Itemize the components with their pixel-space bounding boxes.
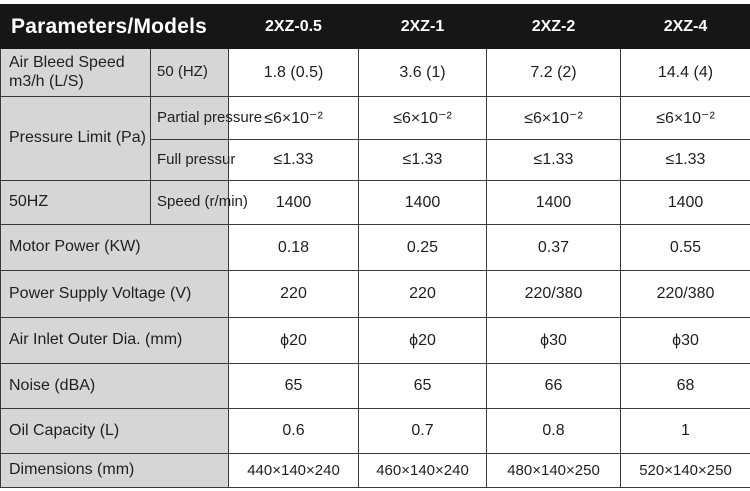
value-cell: 3.6 (1): [359, 49, 487, 97]
value-cell: ≤6×10⁻²: [621, 97, 750, 140]
value-cell: 1.8 (0.5): [229, 49, 359, 97]
value-cell: 1400: [359, 181, 487, 225]
value-cell: 0.55: [621, 225, 750, 271]
value-cell: ≤1.33: [229, 140, 359, 181]
table-title: Parameters/Models: [1, 5, 229, 49]
row-label: Power Supply Voltage (V): [1, 271, 229, 318]
header-row: Parameters/Models 2XZ-0.5 2XZ-1 2XZ-2 2X…: [1, 5, 750, 49]
model-header-2xz-0-5: 2XZ-0.5: [229, 5, 359, 49]
row-air-inlet-outer-dia: Air Inlet Outer Dia. (mm) ϕ20 ϕ20 ϕ30 ϕ3…: [1, 318, 750, 364]
row-power-supply-voltage: Power Supply Voltage (V) 220 220 220/380…: [1, 271, 750, 318]
value-cell: ≤6×10⁻²: [487, 97, 621, 140]
value-cell: 220/380: [487, 271, 621, 318]
value-cell: 520×140×250: [621, 454, 750, 488]
value-cell: ≤6×10⁻²: [359, 97, 487, 140]
model-header-2xz-2: 2XZ-2: [487, 5, 621, 49]
value-cell: 7.2 (2): [487, 49, 621, 97]
value-cell: 440×140×240: [229, 454, 359, 488]
value-cell: 0.25: [359, 225, 487, 271]
spec-table: Parameters/Models 2XZ-0.5 2XZ-1 2XZ-2 2X…: [0, 4, 750, 488]
value-cell: 66: [487, 364, 621, 409]
sub-label: Speed (r/min): [151, 181, 229, 225]
value-cell: 65: [359, 364, 487, 409]
row-label: Dimensions (mm): [1, 454, 229, 488]
value-cell: ϕ20: [229, 318, 359, 364]
value-cell: 0.6: [229, 409, 359, 454]
value-cell: 0.37: [487, 225, 621, 271]
value-cell: 220/380: [621, 271, 750, 318]
value-cell: 1400: [229, 181, 359, 225]
model-header-2xz-4: 2XZ-4: [621, 5, 750, 49]
row-air-bleed-speed: Air Bleed Speed m3/h (L/S) 50 (HZ) 1.8 (…: [1, 49, 750, 97]
row-noise: Noise (dBA) 65 65 66 68: [1, 364, 750, 409]
model-header-2xz-1: 2XZ-1: [359, 5, 487, 49]
value-cell: 0.18: [229, 225, 359, 271]
row-label: Air Bleed Speed m3/h (L/S): [1, 49, 151, 97]
row-label: Motor Power (KW): [1, 225, 229, 271]
value-cell: ϕ20: [359, 318, 487, 364]
value-cell: 220: [359, 271, 487, 318]
sub-label: Full pressur: [151, 140, 229, 181]
value-cell: ≤1.33: [621, 140, 750, 181]
sub-label: 50 (HZ): [151, 49, 229, 97]
value-cell: ≤1.33: [487, 140, 621, 181]
row-pressure-limit-partial: Pressure Limit (Pa) Partial pressure ≤6×…: [1, 97, 750, 140]
value-cell: 14.4 (4): [621, 49, 750, 97]
value-cell: 480×140×250: [487, 454, 621, 488]
value-cell: 65: [229, 364, 359, 409]
row-label: Oil Capacity (L): [1, 409, 229, 454]
value-cell: 68: [621, 364, 750, 409]
value-cell: ϕ30: [621, 318, 750, 364]
row-motor-power: Motor Power (KW) 0.18 0.25 0.37 0.55: [1, 225, 750, 271]
row-label: Air Inlet Outer Dia. (mm): [1, 318, 229, 364]
row-label: 50HZ: [1, 181, 151, 225]
row-label: Noise (dBA): [1, 364, 229, 409]
value-cell: 220: [229, 271, 359, 318]
value-cell: 1400: [621, 181, 750, 225]
sub-label: Partial pressure: [151, 97, 229, 140]
row-speed-50hz: 50HZ Speed (r/min) 1400 1400 1400 1400: [1, 181, 750, 225]
value-cell: ϕ30: [487, 318, 621, 364]
row-label: Pressure Limit (Pa): [1, 97, 151, 181]
value-cell: ≤1.33: [359, 140, 487, 181]
row-oil-capacity: Oil Capacity (L) 0.6 0.7 0.8 1: [1, 409, 750, 454]
value-cell: 460×140×240: [359, 454, 487, 488]
value-cell: 0.8: [487, 409, 621, 454]
value-cell: 1: [621, 409, 750, 454]
row-dimensions: Dimensions (mm) 440×140×240 460×140×240 …: [1, 454, 750, 488]
value-cell: 0.7: [359, 409, 487, 454]
value-cell: 1400: [487, 181, 621, 225]
